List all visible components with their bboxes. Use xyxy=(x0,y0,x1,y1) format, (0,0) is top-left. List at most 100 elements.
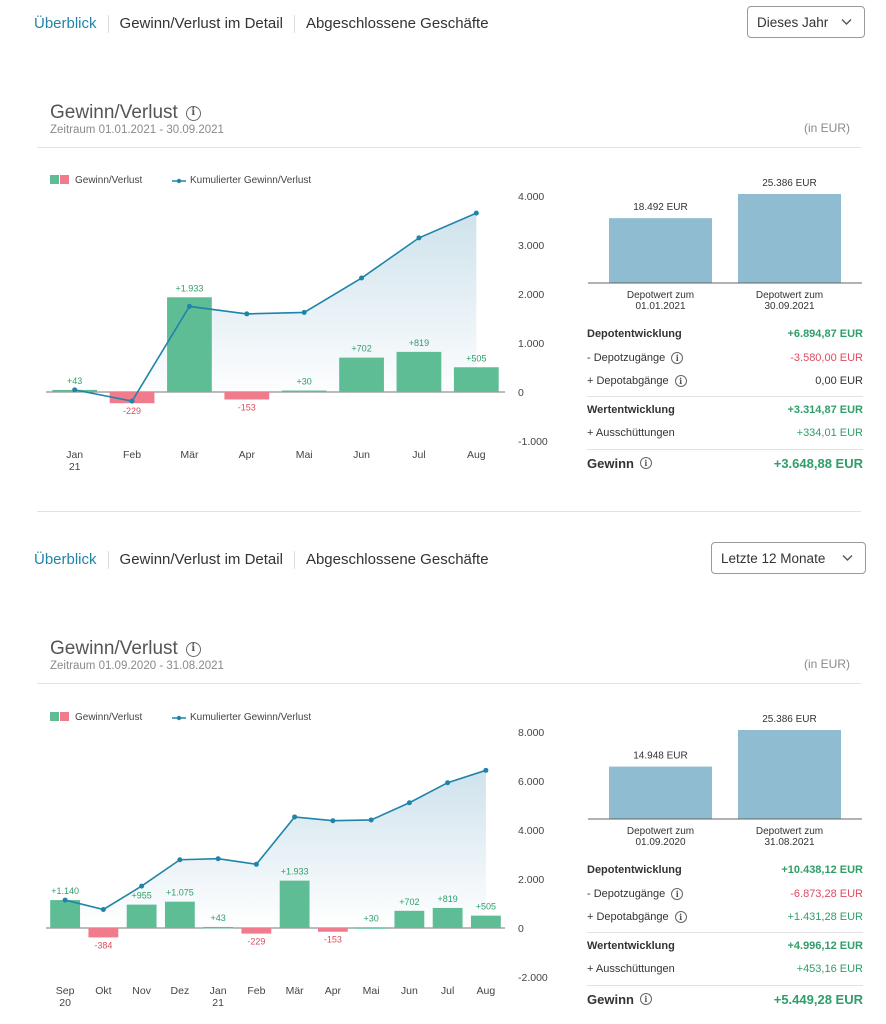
bar-11 xyxy=(470,915,501,928)
summary-row: Wertentwicklung +3.314,87 EUR xyxy=(587,402,863,418)
info-icon[interactable]: i xyxy=(185,105,201,121)
period-dropdown-value: Letzte 12 Monate xyxy=(721,550,826,566)
summary-row: + Ausschüttungen +453,16 EUR xyxy=(587,961,863,977)
bar-value-label: +819 xyxy=(409,338,429,348)
depot-caption: Depotwert zum xyxy=(627,290,694,301)
summary-row: + Depotabgänge i +1.431,28 EUR xyxy=(587,909,863,925)
cumulative-point-4 xyxy=(301,309,307,315)
bar-value-label: +43 xyxy=(67,376,82,386)
period-label: Zeitraum 01.01.2021 - 30.09.2021 xyxy=(50,124,224,136)
x-tick-label: Feb xyxy=(247,985,265,997)
bar-7 xyxy=(317,928,348,932)
bar-value-label: +30 xyxy=(363,913,378,923)
bar-8 xyxy=(356,927,387,929)
bar-value-label: +43 xyxy=(210,913,225,923)
summary-value: +453,16 EUR xyxy=(796,963,863,975)
depot-date: 01.01.2021 xyxy=(635,301,685,312)
info-icon[interactable]: i xyxy=(671,888,684,900)
legend-label-line: Kumulierter Gewinn/Verlust xyxy=(190,712,311,723)
panel-this-year: Überblick Gewinn/Verlust im Detail Abges… xyxy=(34,6,865,473)
y-tick-label: 0 xyxy=(518,387,524,399)
summary-value: +10.438,12 EUR xyxy=(781,864,863,876)
depot-date: 01.09.2020 xyxy=(635,837,685,848)
cumulative-point-7 xyxy=(473,210,479,216)
profit-loss-chart: Gewinn/Verlust Kumulierter Gewinn/Verlust… xyxy=(46,712,548,1009)
cumulative-point-3 xyxy=(244,311,250,317)
summary-value: 0,00 EUR xyxy=(815,375,863,387)
bar-value-label: +819 xyxy=(437,894,457,904)
tab-overview[interactable]: Überblick xyxy=(34,15,97,32)
summary-label-text: Wertentwicklung xyxy=(587,940,675,952)
x-tick-label: Mai xyxy=(296,449,313,461)
summary-value: +6.894,87 EUR xyxy=(787,328,863,340)
summary-label: + Ausschüttungen xyxy=(587,427,675,439)
y-tick-label: -1.000 xyxy=(518,436,548,448)
info-icon[interactable]: i xyxy=(671,352,684,364)
bar-0 xyxy=(50,900,81,928)
info-icon[interactable]: i xyxy=(185,641,201,657)
y-tick-label: 4.000 xyxy=(518,825,544,837)
summary-value: +3.648,88 EUR xyxy=(773,455,863,471)
bar-6 xyxy=(396,351,442,392)
cumulative-point-11 xyxy=(483,767,489,773)
summary-label: Depotentwicklung xyxy=(587,864,682,876)
summary-label: + Depotabgänge i xyxy=(587,375,687,387)
info-icon[interactable]: i xyxy=(639,993,652,1005)
bar-value-label: +505 xyxy=(466,353,486,363)
summary-value: +334,01 EUR xyxy=(796,427,863,439)
x-tick-label: Okt xyxy=(95,985,111,997)
cumulative-point-5 xyxy=(253,861,259,867)
summary-divider xyxy=(587,396,863,397)
summary-label: Wertentwicklung xyxy=(587,404,675,416)
cumulative-area xyxy=(65,770,486,928)
summary-label-text: - Depotzugänge xyxy=(587,352,666,364)
cumulative-point-0 xyxy=(62,897,68,903)
tab-detail[interactable]: Gewinn/Verlust im Detail xyxy=(107,15,294,33)
bar-2 xyxy=(126,904,157,928)
tab-overview[interactable]: Überblick xyxy=(34,551,97,568)
tab-detail[interactable]: Gewinn/Verlust im Detail xyxy=(107,551,294,569)
bar-4 xyxy=(203,926,234,929)
summary-label-text: + Depotabgänge xyxy=(587,375,669,387)
unit-label: (in EUR) xyxy=(803,121,850,135)
x-tick-label: Jan 21 xyxy=(210,985,227,1009)
info-icon[interactable]: i xyxy=(674,911,687,923)
y-tick-label: 8.000 xyxy=(518,727,544,739)
tab-closed-trades[interactable]: Abgeschlossene Geschäfte xyxy=(293,15,500,33)
period-dropdown-value: Dieses Jahr xyxy=(757,14,829,30)
summary-label-text: Gewinn xyxy=(587,991,634,1007)
summary-label: Gewinn i xyxy=(587,992,652,1007)
chevron-down-icon xyxy=(841,19,852,25)
y-tick-label: -2.000 xyxy=(518,972,548,984)
y-tick-label: 4.000 xyxy=(518,191,544,203)
page-title: Gewinn/Verlust xyxy=(50,638,178,659)
title-row: Gewinn/Verlust i xyxy=(50,102,201,124)
summary-row: - Depotzugänge i -3.580,00 EUR xyxy=(587,350,863,366)
period-dropdown[interactable]: Letzte 12 Monate xyxy=(711,542,866,574)
summary-label-text: + Ausschüttungen xyxy=(587,963,675,975)
depot-end-bar xyxy=(738,730,841,819)
cumulative-point-9 xyxy=(406,800,412,806)
legend-swatch-positive xyxy=(50,175,59,184)
period-dropdown[interactable]: Dieses Jahr xyxy=(747,6,865,38)
tab-closed-trades[interactable]: Abgeschlossene Geschäfte xyxy=(293,551,500,569)
cumulative-point-8 xyxy=(368,817,374,823)
summary-row: + Depotabgänge i 0,00 EUR xyxy=(587,373,863,389)
x-tick-label: Aug xyxy=(467,449,486,461)
summary-label: Depotentwicklung xyxy=(587,328,682,340)
x-tick-label: Feb xyxy=(123,449,141,461)
info-icon[interactable]: i xyxy=(639,457,652,469)
bar-value-label: +1.933 xyxy=(176,283,204,293)
summary-label-text: + Ausschüttungen xyxy=(587,427,675,439)
summary-label-text: + Depotabgänge xyxy=(587,911,669,923)
info-icon[interactable]: i xyxy=(674,375,687,387)
summary-label-text: Depotentwicklung xyxy=(587,864,682,876)
chart-legend: Gewinn/Verlust Kumulierter Gewinn/Verlust xyxy=(50,712,311,723)
unit-label: (in EUR) xyxy=(803,657,850,671)
depot-start-bar xyxy=(609,218,712,283)
period-label: Zeitraum 01.09.2020 - 31.08.2021 xyxy=(50,660,224,672)
cumulative-point-3 xyxy=(177,857,183,863)
bar-3 xyxy=(224,392,270,400)
depot-value-label: 18.492 EUR xyxy=(633,202,687,213)
page-title: Gewinn/Verlust xyxy=(50,102,178,123)
